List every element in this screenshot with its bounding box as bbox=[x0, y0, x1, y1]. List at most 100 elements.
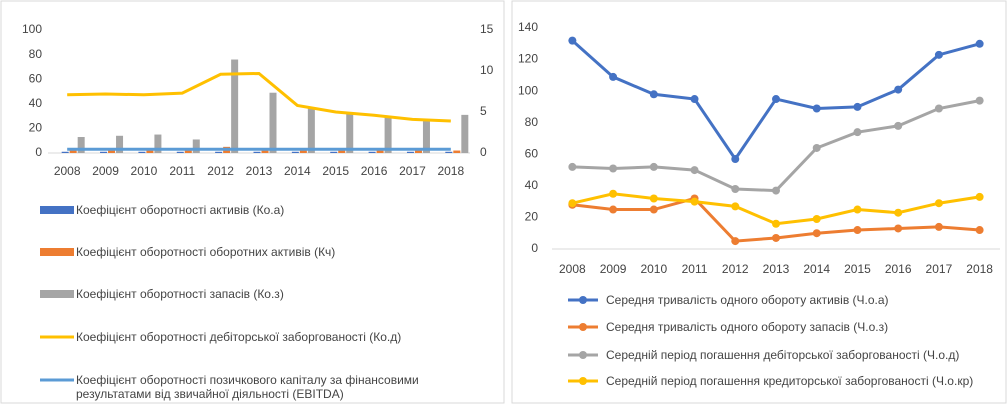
point bbox=[894, 85, 903, 94]
x-tick-label: 2017 bbox=[926, 262, 953, 276]
point bbox=[853, 128, 862, 137]
x-tick-label: 2013 bbox=[246, 164, 273, 178]
point bbox=[975, 226, 984, 235]
point bbox=[731, 185, 740, 194]
y-tick-label: 80 bbox=[525, 115, 539, 129]
point bbox=[609, 164, 618, 173]
bar bbox=[376, 150, 384, 153]
y2-tick-label: 15 bbox=[480, 22, 494, 36]
bar bbox=[406, 151, 414, 153]
bar bbox=[108, 150, 116, 153]
point bbox=[934, 50, 943, 59]
bar bbox=[215, 151, 223, 153]
bar bbox=[338, 150, 346, 153]
x-tick-label: 2018 bbox=[966, 262, 993, 276]
y-tick-label: 120 bbox=[518, 52, 538, 66]
bar bbox=[414, 150, 422, 153]
point bbox=[649, 90, 658, 99]
bar bbox=[138, 151, 146, 153]
point bbox=[894, 224, 903, 233]
y-tick-label: 100 bbox=[518, 83, 538, 97]
point bbox=[975, 39, 984, 48]
y-tick-label: 60 bbox=[29, 71, 43, 85]
y2-tick-label: 0 bbox=[480, 145, 487, 159]
bar bbox=[368, 151, 376, 153]
point bbox=[975, 192, 984, 201]
y-tick-label: 0 bbox=[35, 145, 42, 159]
x-tick-label: 2016 bbox=[361, 164, 388, 178]
legend-swatch bbox=[40, 290, 74, 298]
point bbox=[853, 226, 862, 235]
legend-swatch bbox=[40, 248, 74, 256]
x-tick-label: 2009 bbox=[92, 164, 119, 178]
legend-label: Коефіцієнт оборотності позичкового капіт… bbox=[76, 373, 419, 401]
point bbox=[649, 205, 658, 214]
x-tick-label: 2008 bbox=[559, 262, 586, 276]
legend-swatch bbox=[579, 296, 587, 304]
point bbox=[568, 199, 577, 208]
bar bbox=[384, 116, 392, 153]
bar bbox=[453, 150, 461, 153]
bar bbox=[176, 151, 184, 153]
y-tick-label: 0 bbox=[531, 241, 538, 255]
y-tick-label: 140 bbox=[518, 20, 538, 34]
bar bbox=[146, 150, 154, 153]
y-tick-label: 40 bbox=[29, 96, 43, 110]
bar bbox=[307, 107, 315, 153]
legend-swatch bbox=[40, 206, 74, 214]
x-tick-label: 2015 bbox=[322, 164, 349, 178]
legend-label: Коефіцієнт оборотності дебіторської забо… bbox=[76, 330, 402, 344]
legend-label: Середня тривалість одного обороту активі… bbox=[606, 293, 889, 307]
x-tick-label: 2012 bbox=[207, 164, 234, 178]
y-tick-label: 20 bbox=[525, 210, 539, 224]
chart-frame bbox=[0, 0, 505, 404]
x-tick-label: 2009 bbox=[600, 262, 627, 276]
x-tick-label: 2013 bbox=[763, 262, 790, 276]
bar bbox=[299, 150, 307, 153]
bar bbox=[192, 139, 200, 153]
legend-swatch bbox=[579, 351, 587, 359]
point bbox=[609, 72, 618, 81]
x-tick-label: 2014 bbox=[803, 262, 830, 276]
x-tick-label: 2010 bbox=[131, 164, 158, 178]
point bbox=[731, 202, 740, 211]
point bbox=[894, 121, 903, 130]
x-tick-label: 2010 bbox=[640, 262, 667, 276]
point bbox=[731, 155, 740, 164]
point bbox=[609, 205, 618, 214]
point bbox=[772, 219, 780, 228]
chart-frame bbox=[511, 0, 1007, 404]
legend-swatch bbox=[40, 378, 74, 382]
line bbox=[67, 71, 451, 123]
x-tick-label: 2016 bbox=[885, 262, 912, 276]
bar bbox=[231, 59, 239, 153]
x-tick-label: 2018 bbox=[437, 164, 464, 178]
point bbox=[568, 162, 577, 171]
point bbox=[894, 208, 903, 217]
bar bbox=[269, 92, 277, 153]
bar bbox=[100, 151, 108, 153]
bar bbox=[253, 151, 261, 153]
bar bbox=[69, 150, 77, 153]
bar bbox=[61, 151, 69, 153]
bar bbox=[461, 114, 469, 153]
legend-label: Середній період погашення дебіторської з… bbox=[606, 348, 960, 362]
bar bbox=[330, 151, 338, 153]
bar bbox=[291, 151, 299, 153]
legend-swatch bbox=[40, 335, 74, 339]
legend-swatch bbox=[579, 377, 587, 385]
point bbox=[934, 222, 943, 231]
bar bbox=[184, 150, 192, 153]
point bbox=[731, 237, 740, 246]
point bbox=[609, 189, 618, 198]
bar bbox=[346, 113, 354, 153]
bar bbox=[422, 121, 430, 153]
point bbox=[853, 205, 862, 214]
line bbox=[572, 99, 980, 193]
bar bbox=[116, 135, 124, 153]
legend-label: Середній період погашення кредиторської … bbox=[606, 374, 974, 388]
y-tick-label: 20 bbox=[29, 121, 43, 135]
legend-label: Коефіцієнт оборотності оборотних активів… bbox=[76, 245, 336, 259]
